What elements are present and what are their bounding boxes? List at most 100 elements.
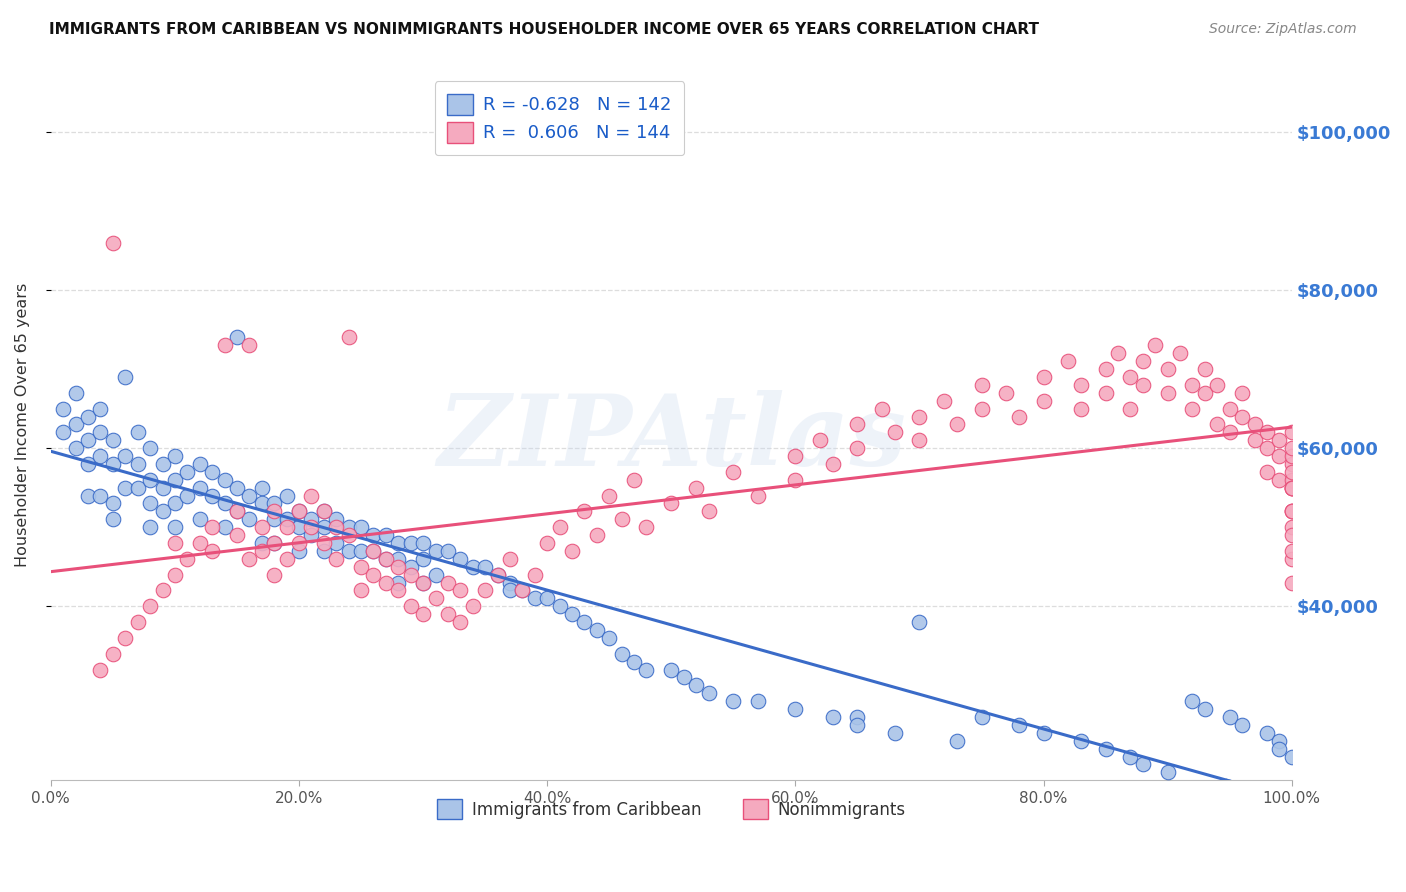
Point [337, 528, 360, 542]
Point [1243, 417, 1265, 432]
Point [970, 710, 993, 724]
Point [101, 235, 124, 250]
Y-axis label: Householder Income Over 65 years: Householder Income Over 65 years [15, 282, 30, 566]
Point [697, 504, 720, 518]
Point [1132, 354, 1154, 368]
Point [89, 425, 111, 440]
Point [1281, 552, 1303, 566]
Point [188, 457, 211, 471]
Point [139, 473, 162, 487]
Point [139, 441, 162, 455]
Point [387, 575, 409, 590]
Point [1008, 718, 1031, 732]
Point [214, 338, 236, 352]
Point [1230, 718, 1253, 732]
Point [1094, 362, 1116, 376]
Point [1230, 385, 1253, 400]
Point [1281, 528, 1303, 542]
Point [723, 465, 745, 479]
Point [363, 567, 385, 582]
Point [1156, 362, 1178, 376]
Point [1057, 354, 1080, 368]
Point [163, 520, 186, 534]
Point [263, 536, 285, 550]
Point [821, 457, 844, 471]
Point [399, 559, 422, 574]
Point [214, 496, 236, 510]
Point [299, 489, 322, 503]
Point [152, 583, 174, 598]
Point [1268, 733, 1291, 747]
Point [250, 520, 273, 534]
Point [1181, 377, 1204, 392]
Point [536, 591, 558, 606]
Point [127, 457, 149, 471]
Point [723, 694, 745, 708]
Point [312, 536, 335, 550]
Point [1281, 449, 1303, 463]
Point [363, 544, 385, 558]
Point [659, 496, 682, 510]
Point [523, 591, 546, 606]
Point [399, 567, 422, 582]
Point [474, 583, 496, 598]
Point [561, 607, 583, 622]
Point [52, 425, 75, 440]
Point [188, 512, 211, 526]
Point [1194, 385, 1216, 400]
Point [325, 552, 347, 566]
Point [610, 647, 633, 661]
Point [523, 567, 546, 582]
Text: IMMIGRANTS FROM CARIBBEAN VS NONIMMIGRANTS HOUSEHOLDER INCOME OVER 65 YEARS CORR: IMMIGRANTS FROM CARIBBEAN VS NONIMMIGRAN… [49, 22, 1039, 37]
Point [574, 615, 596, 629]
Point [425, 544, 447, 558]
Point [374, 528, 396, 542]
Point [276, 489, 298, 503]
Point [337, 520, 360, 534]
Point [785, 702, 807, 716]
Point [1281, 504, 1303, 518]
Point [387, 583, 409, 598]
Point [152, 457, 174, 471]
Point [276, 552, 298, 566]
Point [846, 441, 869, 455]
Point [1032, 726, 1054, 740]
Point [1281, 425, 1303, 440]
Point [152, 481, 174, 495]
Point [1281, 544, 1303, 558]
Point [77, 434, 100, 448]
Point [870, 401, 893, 416]
Point [1281, 457, 1303, 471]
Point [785, 473, 807, 487]
Point [299, 512, 322, 526]
Point [1132, 757, 1154, 772]
Point [1219, 401, 1241, 416]
Point [561, 544, 583, 558]
Point [65, 417, 87, 432]
Point [201, 465, 224, 479]
Point [1070, 377, 1092, 392]
Point [238, 552, 260, 566]
Point [127, 481, 149, 495]
Point [1230, 409, 1253, 424]
Point [1132, 377, 1154, 392]
Point [163, 449, 186, 463]
Point [636, 663, 658, 677]
Point [288, 504, 311, 518]
Point [1181, 694, 1204, 708]
Point [598, 489, 620, 503]
Point [1168, 346, 1191, 360]
Point [77, 489, 100, 503]
Point [214, 520, 236, 534]
Point [610, 512, 633, 526]
Point [176, 489, 198, 503]
Point [89, 449, 111, 463]
Point [288, 536, 311, 550]
Point [846, 417, 869, 432]
Point [1281, 504, 1303, 518]
Point [1268, 434, 1291, 448]
Point [226, 528, 249, 542]
Point [499, 552, 522, 566]
Point [238, 338, 260, 352]
Point [288, 504, 311, 518]
